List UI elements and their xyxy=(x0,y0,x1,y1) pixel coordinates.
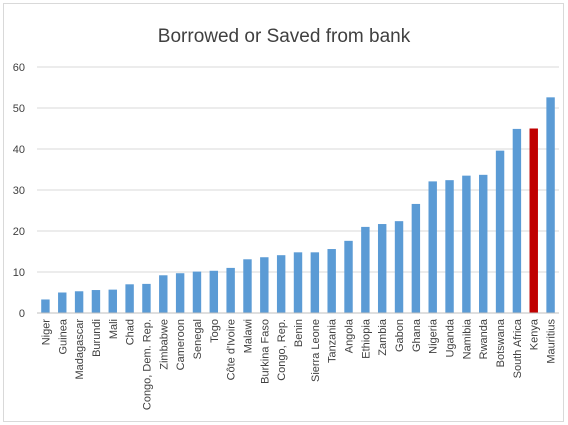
x-tick-label: Kenya xyxy=(529,318,541,350)
bar xyxy=(209,270,219,313)
x-tick-label: Mauritius xyxy=(546,319,558,364)
bar xyxy=(91,290,101,313)
bar xyxy=(276,255,286,313)
bar xyxy=(344,240,353,313)
x-tick-label: Zambia xyxy=(377,318,389,356)
bar-chart: Borrowed or Saved from bank 0 10 20 30 40 50 6… xyxy=(13,26,559,410)
x-tick-label: Congo, Rep. xyxy=(276,319,288,381)
bar xyxy=(377,224,387,313)
x-tick-label: Benin xyxy=(293,319,305,347)
bar xyxy=(428,181,437,313)
bar xyxy=(108,289,117,313)
bar xyxy=(327,249,336,313)
y-tick-label: 30 xyxy=(13,185,25,197)
chart-title: Borrowed or Saved from bank xyxy=(158,26,411,47)
gridlines xyxy=(37,66,559,273)
bar xyxy=(260,257,269,313)
bar xyxy=(58,292,67,313)
x-tick-label: Sierra Leone xyxy=(310,319,322,382)
y-tick-label: 20 xyxy=(13,226,25,238)
x-tick-label: Rwanda xyxy=(478,318,490,359)
x-tick-label: Zimbabwe xyxy=(158,319,170,370)
bar xyxy=(175,273,185,313)
x-tick-label: Madagascar xyxy=(74,319,86,380)
x-tick-label: Congo, Dem. Rep. xyxy=(141,319,153,410)
x-tick-label: Malawi xyxy=(242,319,254,353)
bar xyxy=(125,284,134,313)
bar xyxy=(310,252,320,313)
x-tick-label: Senegal xyxy=(192,319,204,359)
x-tick-label: South Africa xyxy=(512,318,524,378)
x-tick-label: Botswana xyxy=(495,318,507,367)
x-tick-label: Ghana xyxy=(411,318,423,352)
bar xyxy=(411,203,421,313)
bar xyxy=(462,175,471,313)
bar xyxy=(142,283,151,313)
x-tick-label: Ethiopia xyxy=(360,318,372,359)
bar xyxy=(226,267,235,313)
bar xyxy=(243,259,252,313)
chart-frame: Borrowed or Saved from bank 0 10 20 30 40 50 6… xyxy=(3,3,564,422)
bar xyxy=(361,226,370,313)
x-tick-label: Chad xyxy=(125,319,137,345)
bar xyxy=(445,180,454,313)
y-tick-label: 50 xyxy=(13,103,25,115)
x-tick-label: Burkina Faso xyxy=(259,319,271,384)
bar xyxy=(512,128,522,313)
x-axis: Niger Guinea Madagascar Burundi Mali Chad Cong… xyxy=(37,312,559,410)
x-tick-label: Togo xyxy=(209,319,221,343)
bar xyxy=(293,252,303,313)
bars xyxy=(41,97,555,313)
x-tick-label: Angola xyxy=(344,318,356,353)
bar xyxy=(74,291,84,313)
x-tick-label: Burundi xyxy=(91,319,103,357)
x-tick-label: Tanzania xyxy=(327,318,339,363)
x-tick-label: Niger xyxy=(40,319,52,346)
y-tick-label: 40 xyxy=(13,144,25,156)
x-tick-label: Nigeria xyxy=(428,318,440,354)
bar xyxy=(394,221,404,313)
bar xyxy=(495,150,505,313)
y-tick-label: 10 xyxy=(13,267,25,279)
bar xyxy=(479,174,488,313)
x-tick-label: Guinea xyxy=(57,318,69,354)
bar xyxy=(529,128,538,313)
x-tick-label: Gabon xyxy=(394,319,406,352)
y-tick-label: 60 xyxy=(13,62,25,74)
bar xyxy=(546,97,555,313)
y-tick-label: 0 xyxy=(19,308,25,320)
x-tick-label: Uganda xyxy=(445,318,457,357)
bar xyxy=(41,299,50,313)
x-tick-label: Cameroon xyxy=(175,319,187,370)
x-tick-label: Mali xyxy=(108,319,120,339)
x-tick-label: Namibia xyxy=(461,318,473,359)
y-axis: 0 10 20 30 40 50 60 xyxy=(13,62,25,320)
bar xyxy=(159,275,168,313)
bar xyxy=(192,271,202,313)
x-tick-label: Côte d'Ivoire xyxy=(226,319,238,380)
